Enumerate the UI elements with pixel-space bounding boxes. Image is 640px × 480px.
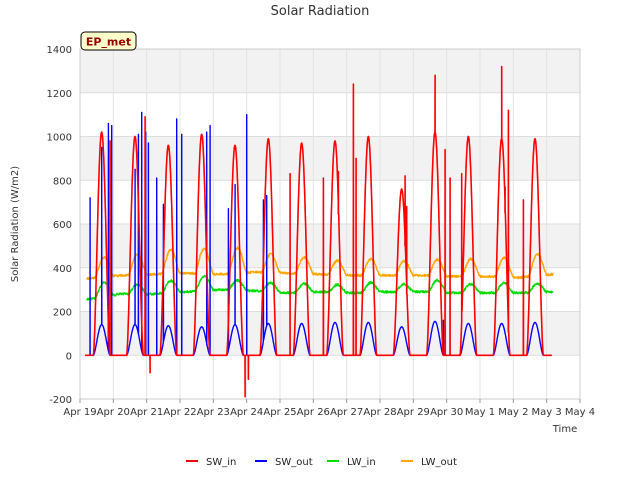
plot-band: [80, 136, 580, 181]
y-tick-label: 800: [53, 176, 72, 187]
y-tick-label: 0: [66, 351, 72, 362]
legend-label: SW_out: [275, 457, 313, 468]
x-tick-label: May 3: [532, 407, 562, 418]
x-axis-title: Time: [552, 424, 577, 435]
plot-band: [80, 49, 580, 93]
annotation-box: EP_met: [80, 31, 137, 51]
x-tick-label: Apr 19: [63, 407, 96, 418]
series-line-sw-in: [84, 65, 553, 398]
legend: SW_in SW_out LW_in LW_out: [186, 457, 457, 468]
x-tick-label: Apr 29: [397, 407, 430, 418]
x-tick-label: May 2: [498, 407, 528, 418]
series-line-lw-out: [86, 246, 554, 281]
y-tick-label: 1000: [47, 133, 72, 144]
legend-label: LW_out: [421, 457, 457, 468]
chart-title: Solar Radiation: [271, 4, 370, 19]
x-tick-label: Apr 25: [263, 407, 296, 418]
x-tick-label: Apr 28: [363, 407, 396, 418]
plot-bands: [80, 49, 580, 356]
x-tick-label: May 1: [465, 407, 495, 418]
x-tick-label: Apr 20: [97, 407, 130, 418]
series-layer: [84, 65, 554, 398]
legend-label: SW_in: [206, 457, 236, 468]
x-axis-ticks: Apr 19 Apr 20 Apr 21 Apr 22 Apr 23 Apr 24 Apr …: [63, 399, 595, 418]
annotation-label: EP_met: [86, 36, 131, 49]
x-tick-label: Apr 26: [297, 407, 330, 418]
legend-label: LW_in: [347, 457, 376, 468]
x-tick-label: Apr 24: [230, 407, 263, 418]
y-axis-ticks: -200 0 200 400 600 800 1000 1200 1400: [47, 45, 72, 406]
series-line-lw-in: [86, 275, 554, 301]
x-tick-label: Apr 22: [163, 407, 196, 418]
x-tick-label: Apr 21: [130, 407, 163, 418]
y-tick-label: 1400: [47, 45, 72, 56]
x-tick-label: Apr 30: [430, 407, 463, 418]
x-tick-label: Apr 27: [330, 407, 363, 418]
y-tick-label: 200: [53, 308, 72, 319]
y-tick-label: -200: [49, 395, 72, 406]
plot-frame: [79, 48, 581, 400]
y-tick-label: 600: [53, 220, 72, 231]
y-tick-label: 400: [53, 264, 72, 275]
x-tick-label: May 4: [565, 407, 595, 418]
x-tick-label: Apr 23: [197, 407, 230, 418]
y-axis-title: Solar Radiation (W/m2): [10, 166, 21, 282]
y-tick-label: 1200: [47, 89, 72, 100]
